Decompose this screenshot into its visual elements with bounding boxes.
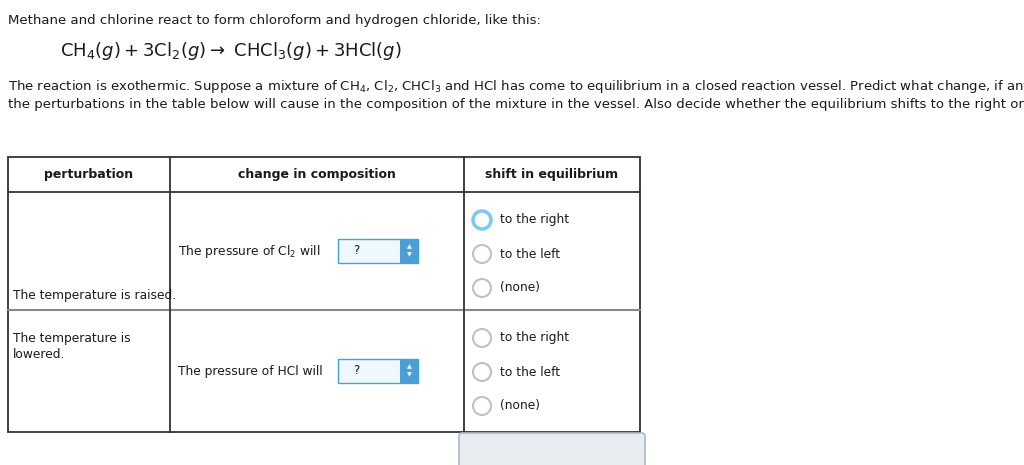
Text: Methane and chlorine react to form chloroform and hydrogen chloride, like this:: Methane and chlorine react to form chlor…: [8, 14, 541, 27]
Text: ▼: ▼: [407, 372, 412, 378]
Text: shift in equilibrium: shift in equilibrium: [485, 168, 618, 181]
Text: (none): (none): [500, 281, 540, 294]
Text: ↺: ↺: [545, 452, 559, 465]
Circle shape: [473, 363, 490, 381]
Text: The temperature is raised.: The temperature is raised.: [13, 289, 176, 302]
Text: The reaction is exothermic. Suppose a mixture of $\mathrm{CH_4}$, $\mathrm{Cl_2}: The reaction is exothermic. Suppose a mi…: [8, 78, 1024, 95]
Text: ?: ?: [601, 452, 610, 465]
Text: to the right: to the right: [500, 213, 569, 226]
Text: ?: ?: [353, 245, 359, 258]
Text: ▼: ▼: [407, 252, 412, 258]
Bar: [338, 239, 418, 263]
Text: change in composition: change in composition: [238, 168, 396, 181]
Text: to the right: to the right: [500, 332, 569, 345]
Bar: [400, 359, 418, 383]
Text: ×: ×: [492, 452, 505, 465]
Text: ?: ?: [353, 365, 359, 378]
Circle shape: [473, 211, 490, 229]
Circle shape: [473, 279, 490, 297]
Text: ▲: ▲: [407, 365, 412, 370]
Bar: [400, 239, 418, 263]
Circle shape: [473, 397, 490, 415]
Bar: [338, 359, 418, 383]
Text: perturbation: perturbation: [44, 168, 133, 181]
Text: lowered.: lowered.: [13, 348, 66, 361]
Text: to the left: to the left: [500, 247, 560, 260]
Text: (none): (none): [500, 399, 540, 412]
Text: The pressure of $\mathrm{Cl_2}$ will: The pressure of $\mathrm{Cl_2}$ will: [178, 243, 321, 259]
Text: The pressure of HCl will: The pressure of HCl will: [178, 365, 323, 378]
Text: $\mathrm{CH_4}(g)+3\mathrm{Cl_2}(g)\rightarrow\ \mathrm{CHCl_3}(g)+3\mathrm{HCl}: $\mathrm{CH_4}(g)+3\mathrm{Cl_2}(g)\righ…: [60, 40, 401, 62]
Bar: [8, 157, 640, 432]
Circle shape: [473, 329, 490, 347]
Text: The temperature is: The temperature is: [13, 332, 131, 345]
Circle shape: [473, 245, 490, 263]
FancyBboxPatch shape: [459, 433, 645, 465]
Text: the perturbations in the table below will cause in the composition of the mixtur: the perturbations in the table below wil…: [8, 98, 1024, 111]
Text: to the left: to the left: [500, 365, 560, 379]
Text: ▲: ▲: [407, 245, 412, 250]
